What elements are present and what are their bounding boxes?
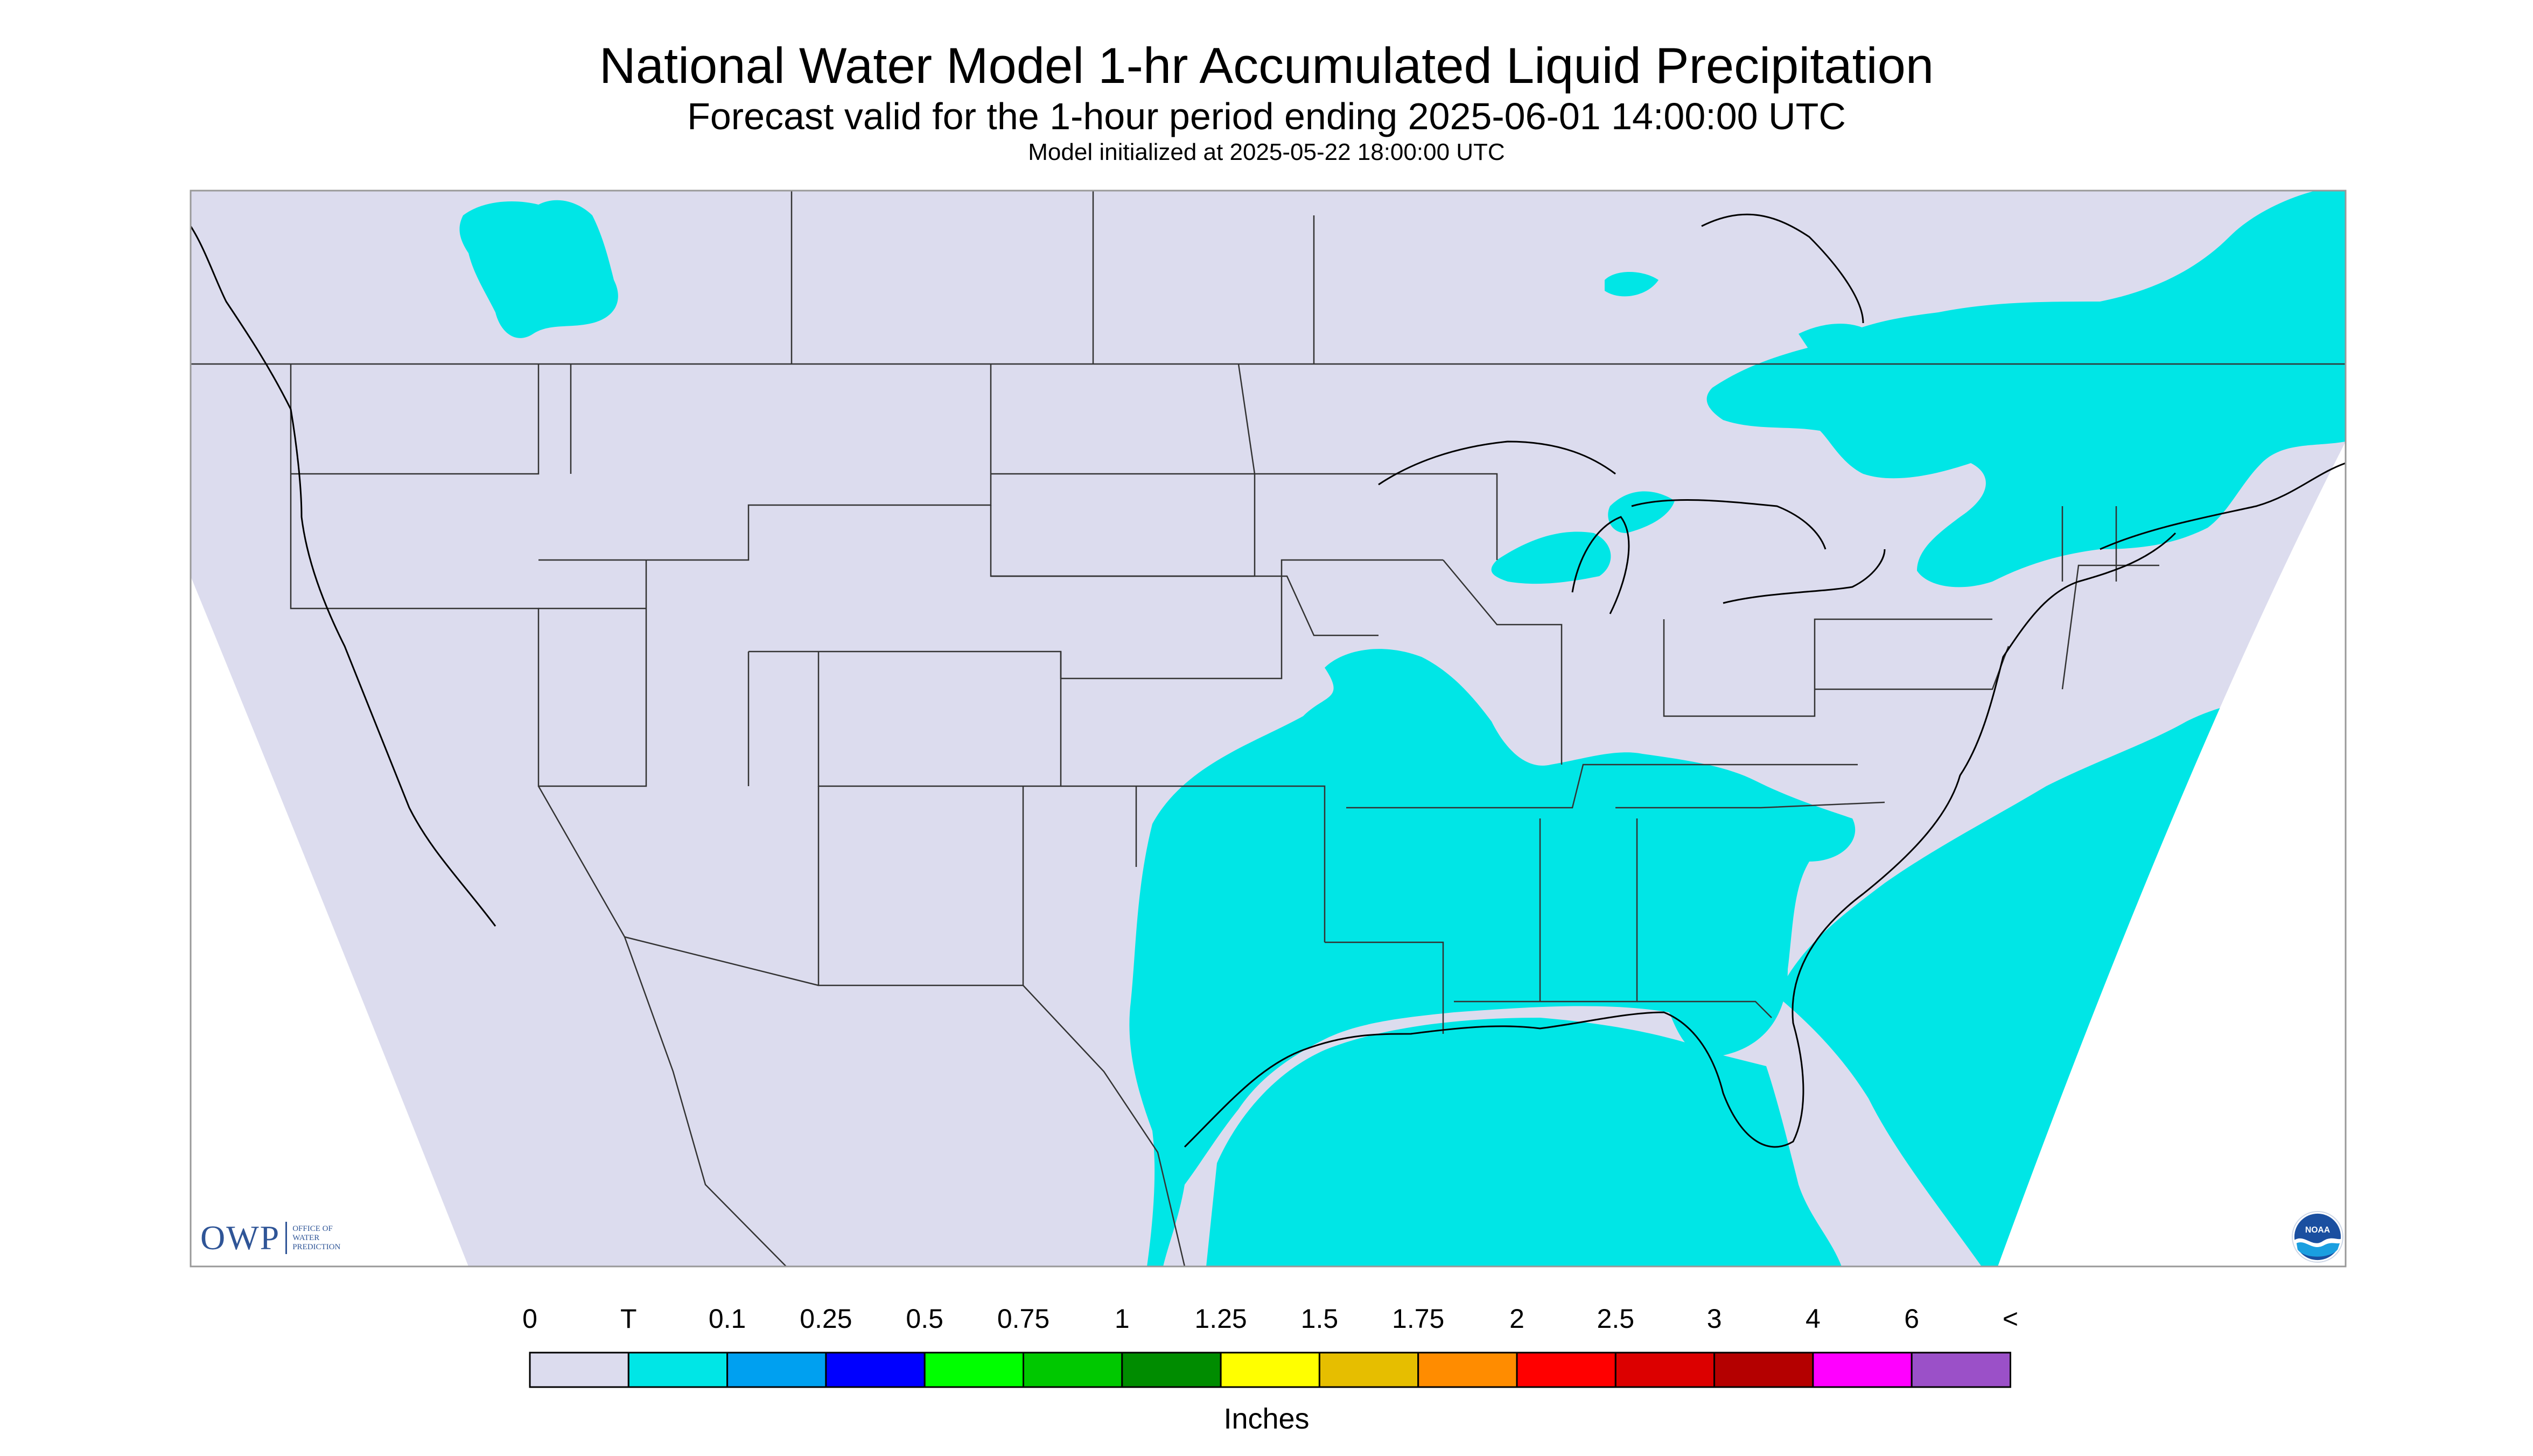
legend-label: 3 bbox=[1706, 1304, 1722, 1334]
init-time: Model initialized at 2025-05-22 18:00:00… bbox=[1028, 139, 1505, 165]
legend-label: 1.5 bbox=[1300, 1304, 1339, 1334]
owp-logo: OWP OFFICE OF WATER PREDICTION bbox=[200, 1218, 340, 1258]
legend-swatch bbox=[1614, 1352, 1716, 1388]
legend-swatch bbox=[1417, 1352, 1518, 1388]
legend-swatch bbox=[1911, 1352, 2011, 1388]
legend-label: 2.5 bbox=[1597, 1304, 1635, 1334]
precip-area-southern bbox=[1129, 649, 1856, 1266]
map-frame bbox=[190, 190, 2347, 1268]
legend-label: 0.25 bbox=[800, 1304, 852, 1334]
legend-label: 1 bbox=[1114, 1304, 1130, 1334]
state-boundaries bbox=[191, 191, 2346, 1266]
precip-area-canada-north bbox=[1799, 324, 1874, 352]
legend-label: 6 bbox=[1904, 1304, 1920, 1334]
map-title: National Water Model 1-hr Accumulated Li… bbox=[599, 37, 1934, 94]
legend-swatch bbox=[627, 1352, 729, 1388]
legend-swatch bbox=[529, 1352, 629, 1388]
legend-swatch bbox=[1516, 1352, 1617, 1388]
legend-label: 0.75 bbox=[997, 1304, 1050, 1334]
legend-units: Inches bbox=[1223, 1403, 1310, 1435]
noaa-logo-icon: NOAA bbox=[2291, 1210, 2344, 1263]
legend-swatch bbox=[825, 1352, 926, 1388]
legend-swatch bbox=[1121, 1352, 1222, 1388]
legend-label: 4 bbox=[1805, 1304, 1821, 1334]
map-subtitle: Forecast valid for the 1-hour period end… bbox=[687, 95, 1846, 137]
legend-label: < bbox=[2002, 1304, 2019, 1334]
precip-area-canada-east bbox=[1706, 191, 2346, 587]
legend-label: T bbox=[620, 1304, 637, 1334]
legend-swatch bbox=[726, 1352, 827, 1388]
owp-logo-subtitle: OFFICE OF WATER PREDICTION bbox=[292, 1224, 341, 1251]
coastlines bbox=[191, 213, 2346, 1148]
owp-logo-divider bbox=[285, 1222, 288, 1254]
precip-area-great-lakes bbox=[1491, 531, 1611, 584]
legend-label: 0.1 bbox=[708, 1304, 746, 1334]
precip-area-bc bbox=[459, 200, 618, 338]
owp-logo-text: OWP bbox=[200, 1219, 281, 1257]
legend-swatch bbox=[923, 1352, 1024, 1388]
legend-label: 1.75 bbox=[1392, 1304, 1445, 1334]
legend-label: 1.25 bbox=[1194, 1304, 1247, 1334]
legend-label: 2 bbox=[1509, 1304, 1524, 1334]
legend-swatch bbox=[1812, 1352, 1913, 1388]
legend-label: 0 bbox=[522, 1304, 537, 1334]
legend-swatch bbox=[1023, 1352, 1123, 1388]
legend-label: 0.5 bbox=[906, 1304, 943, 1334]
legend-swatch bbox=[1220, 1352, 1320, 1388]
legend-swatch bbox=[1318, 1352, 1419, 1388]
legend-swatch bbox=[1713, 1352, 1814, 1388]
svg-text:NOAA: NOAA bbox=[2305, 1226, 2330, 1235]
precip-area-quebec-small bbox=[1605, 272, 1659, 297]
precip-area-gulf bbox=[1206, 1018, 1842, 1266]
